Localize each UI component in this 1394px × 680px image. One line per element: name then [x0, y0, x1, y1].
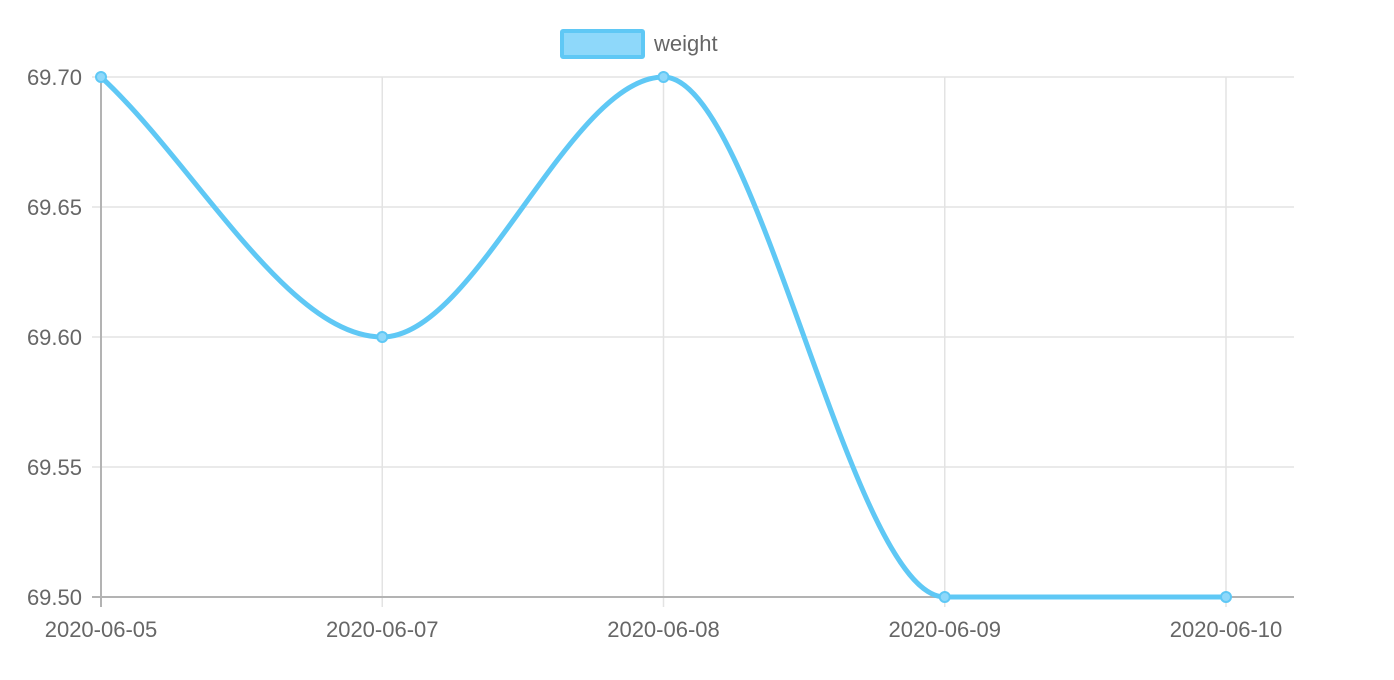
data-point[interactable] — [376, 331, 389, 343]
data-point[interactable] — [938, 591, 951, 603]
data-point[interactable] — [1220, 591, 1232, 603]
y-axis-tick-labels: 69.70 69.65 69.60 69.55 69.50 — [27, 65, 82, 610]
y-tick-label: 69.60 — [27, 325, 82, 350]
legend[interactable]: weight — [560, 29, 718, 59]
x-tick-label: 2020-06-10 — [1170, 617, 1283, 642]
grid-lines — [92, 76, 1294, 607]
x-axis-tick-labels: 2020-06-05 2020-06-07 2020-06-08 2020-06-09… — [45, 617, 1283, 642]
data-point[interactable] — [95, 71, 107, 83]
axes — [92, 77, 1294, 607]
legend-swatch-weight[interactable] — [560, 29, 645, 59]
series-weight — [95, 71, 1232, 603]
x-tick-label: 2020-06-05 — [45, 617, 158, 642]
x-tick-label: 2020-06-08 — [607, 617, 720, 642]
y-tick-label: 69.50 — [27, 585, 82, 610]
x-tick-label: 2020-06-09 — [888, 617, 1001, 642]
y-tick-label: 69.70 — [27, 65, 82, 90]
data-point[interactable] — [657, 71, 670, 83]
y-tick-label: 69.65 — [27, 195, 82, 220]
y-tick-label: 69.55 — [27, 455, 82, 480]
legend-label-weight[interactable]: weight — [653, 31, 718, 56]
x-tick-label: 2020-06-07 — [326, 617, 439, 642]
